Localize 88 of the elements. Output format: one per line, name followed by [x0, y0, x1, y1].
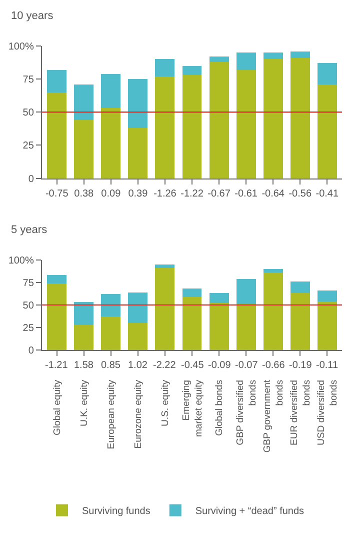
- legend-label: Surviving funds: [82, 506, 150, 518]
- annotation: -0.09: [208, 360, 232, 371]
- chart-title: 10 years: [11, 10, 54, 22]
- bar: [209, 56, 229, 62]
- bar: [290, 58, 310, 178]
- bar: [236, 70, 256, 178]
- x-tick-label: -0.61: [234, 188, 258, 200]
- y-tick-label: 100%: [8, 255, 34, 266]
- annotation: -0.19: [289, 360, 312, 371]
- x-tick-label: Eurozone equity: [133, 380, 144, 449]
- bar: [236, 52, 256, 70]
- bar: [74, 84, 94, 120]
- bar: [101, 294, 121, 317]
- annotation: 0.85: [101, 360, 121, 371]
- y-tick-label: 50: [22, 108, 34, 119]
- bar: [317, 63, 337, 84]
- bar: [101, 108, 121, 178]
- bar: [128, 292, 148, 323]
- bar: [209, 293, 229, 304]
- x-tick-label: Emerging market equity: [180, 380, 204, 437]
- bar: [155, 76, 175, 178]
- y-tick-label: 25: [22, 140, 34, 152]
- annotation: -0.66: [262, 360, 286, 371]
- chart-title: 5 years: [11, 224, 48, 236]
- x-tick-label: -1.22: [180, 188, 204, 200]
- y-tick-label: 75: [22, 278, 34, 289]
- annotation: -1.21: [45, 360, 68, 371]
- bar: [236, 278, 256, 304]
- x-tick-label: -1.26: [154, 188, 177, 200]
- x-tick-label: -0.75: [45, 188, 69, 200]
- legend-label: Surviving + “dead” funds: [195, 506, 304, 518]
- bar: [182, 296, 202, 350]
- x-tick-label: Global equity: [52, 380, 63, 436]
- x-tick-label: -0.64: [262, 188, 285, 200]
- x-tick-label: 0.09: [101, 188, 122, 200]
- bar: [209, 303, 229, 350]
- bar: [47, 283, 67, 350]
- x-tick-label: -0.67: [208, 188, 231, 200]
- x-tick-label: U.K. equity: [78, 380, 90, 426]
- bar: [290, 51, 310, 58]
- bar: [101, 74, 121, 108]
- x-tick-label: European equity: [106, 380, 118, 450]
- bar: [47, 275, 67, 284]
- bar: [74, 120, 94, 178]
- bar: [155, 59, 175, 76]
- bar: [209, 62, 229, 178]
- bar: [74, 324, 94, 350]
- bar: [263, 268, 283, 272]
- bar: [263, 52, 283, 60]
- x-tick-label: 0.39: [128, 188, 148, 200]
- bar: [74, 302, 94, 325]
- bar: [263, 59, 283, 178]
- annotation: 1.02: [128, 360, 148, 371]
- bar: [290, 281, 310, 294]
- x-tick-label: Global bonds: [214, 380, 226, 436]
- annotation: -0.11: [316, 360, 338, 371]
- bar: [263, 272, 283, 350]
- x-tick-label: U.S. equity: [160, 380, 172, 426]
- bar: [317, 290, 337, 302]
- y-tick-label: 0: [28, 174, 34, 185]
- annotation: -0.07: [235, 360, 258, 371]
- bar: [47, 70, 67, 92]
- bar: [236, 304, 256, 350]
- y-tick-label: 50: [22, 300, 34, 312]
- bar: [182, 75, 202, 178]
- bar: [182, 288, 202, 297]
- bar: [317, 84, 337, 178]
- bar: [155, 264, 175, 268]
- x-tick-label: -0.41: [316, 188, 339, 200]
- annotation: -2.22: [153, 360, 176, 371]
- bar: [317, 301, 337, 350]
- bar: [47, 92, 67, 178]
- bar: [101, 316, 121, 350]
- x-tick-label: -0.56: [288, 188, 312, 200]
- x-tick-label: GBP diversified bonds: [234, 380, 258, 446]
- y-tick-label: 75: [22, 74, 34, 86]
- y-tick-label: 0: [28, 346, 34, 357]
- x-tick-label: 0.38: [74, 188, 94, 200]
- annotation: 1.58: [74, 360, 94, 371]
- bar: [128, 322, 148, 350]
- y-tick-label: 25: [22, 322, 34, 334]
- bar: [155, 268, 175, 350]
- bar: [128, 128, 148, 178]
- bar: [128, 79, 148, 128]
- annotation: -0.45: [181, 360, 204, 371]
- bar: [290, 293, 310, 350]
- bar: [182, 66, 202, 76]
- y-tick-label: 100%: [8, 41, 34, 52]
